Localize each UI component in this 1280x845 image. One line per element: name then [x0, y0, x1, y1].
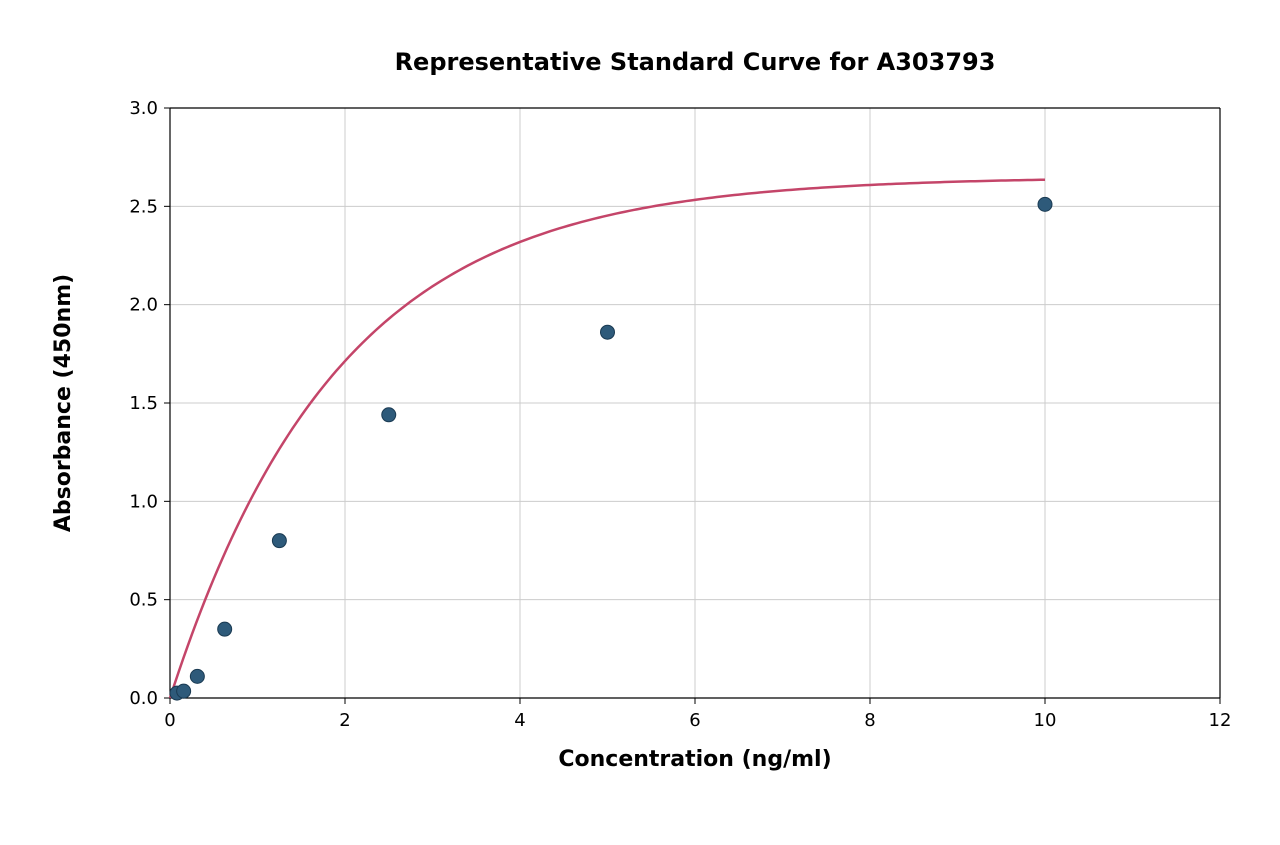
chart-container: 0 2 4 6 8 10 12 0.0 0.5 1.0 1.5 2.0 2.5 3.0 Represen… — [0, 0, 1280, 845]
y-tick-label: 3.0 — [129, 98, 158, 119]
y-tick-label: 2.5 — [129, 196, 158, 217]
x-tick-label: 10 — [1034, 710, 1057, 731]
data-point — [382, 408, 396, 422]
x-tick-marks — [170, 698, 1220, 704]
standard-curve-chart: 0 2 4 6 8 10 12 0.0 0.5 1.0 1.5 2.0 2.5 3.0 Represen… — [0, 0, 1280, 845]
data-point — [177, 684, 191, 698]
x-axis-label: Concentration (ng/ml) — [558, 747, 831, 772]
x-tick-label: 4 — [514, 710, 525, 731]
y-tick-marks — [164, 108, 170, 698]
data-point — [1038, 197, 1052, 211]
y-tick-label: 1.5 — [129, 393, 158, 414]
y-tick-labels: 0.0 0.5 1.0 1.5 2.0 2.5 3.0 — [129, 98, 158, 709]
x-tick-label: 0 — [164, 710, 175, 731]
y-tick-label: 2.0 — [129, 295, 158, 316]
data-point — [218, 622, 232, 636]
data-point — [272, 534, 286, 548]
data-point — [601, 325, 615, 339]
y-tick-label: 1.0 — [129, 491, 158, 512]
data-point — [190, 669, 204, 683]
y-tick-label: 0.5 — [129, 590, 158, 611]
y-axis-label: Absorbance (450nm) — [51, 274, 76, 532]
x-tick-label: 6 — [689, 710, 700, 731]
x-tick-label: 2 — [339, 710, 350, 731]
chart-title: Representative Standard Curve for A30379… — [395, 48, 996, 76]
y-tick-label: 0.0 — [129, 688, 158, 709]
x-tick-label: 8 — [864, 710, 875, 731]
x-tick-label: 12 — [1209, 710, 1232, 731]
x-tick-labels: 0 2 4 6 8 10 12 — [164, 710, 1231, 731]
